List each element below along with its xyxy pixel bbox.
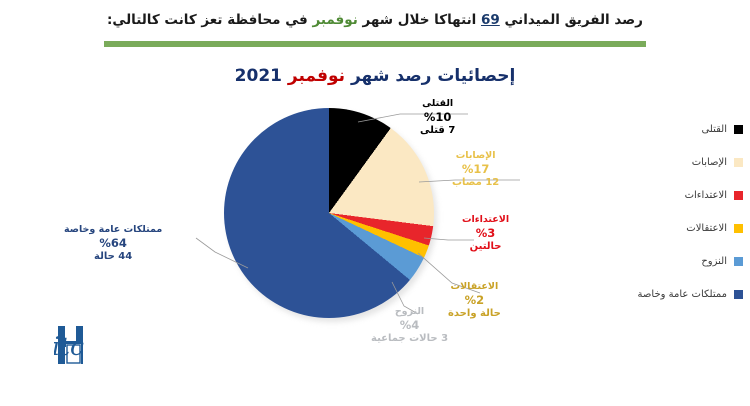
legend-swatch-icon [734,223,743,233]
legend-item[interactable]: الاعتداءات [583,187,743,203]
data-label-attacks-percent: %3 [475,226,496,241]
data-label-killed-percent: %10 [423,110,452,125]
data-label-injuries-name: الإصابات [455,150,496,161]
data-label-arrests-count: حالة واحدة [448,307,501,319]
data-label-properties-name: ممتلكات عامة وخاصة [64,224,163,235]
header-month: نوفمبر [312,12,358,28]
legend-swatch-icon [734,124,743,134]
header-text-before: رصد الفريق الميداني [504,12,643,28]
header-text-mid: انتهاكا خلال شهر [362,12,477,28]
header-band: رصد الفريق الميداني 69 انتهاكا خلال شهر … [0,0,750,52]
legend-item[interactable]: ممتلكات عامة وخاصة [583,286,743,302]
legend-item[interactable]: القتلى [583,121,743,137]
data-label-properties-count: 44 حالة [94,250,133,262]
data-label-arrests: الاعتقالات %2 حالة واحدة [448,281,501,321]
data-label-displaced-percent: %4 [399,318,420,333]
legend-item[interactable]: الاعتقالات [583,220,743,236]
data-label-displaced-count: 3 حالات جماعية [371,332,449,344]
data-label-killed-name: القتلى [422,98,454,109]
svg-text:ritc: ritc [54,332,84,361]
header-divider-rule [104,41,646,47]
data-label-arrests-name: الاعتقالات [450,281,499,292]
data-label-injuries: الإصابات %17 12 مصاب [452,150,499,190]
chart-title-month: نوفمبر [287,66,346,86]
chart-title-year: 2021 [234,66,282,86]
chart-legend: القتلى الإصابات الاعتداءات الاعتقالات النزوح… [583,121,743,319]
data-label-attacks: الاعتداءات %3 حالتين [462,214,509,254]
legend-swatch-icon [734,256,743,266]
data-label-arrests-percent: %2 [464,293,485,308]
pie-chart [224,108,437,322]
legend-item[interactable]: النزوح [583,253,743,269]
chart-title-part1: إحصائيات رصد شهر [350,66,516,86]
data-label-attacks-count: حالتين [469,240,502,252]
data-label-attacks-name: الاعتداءات [462,214,510,225]
legend-item[interactable]: الإصابات [583,154,743,170]
legend-item-label: النزوح [701,255,727,267]
legend-swatch-icon [734,190,743,200]
data-label-displaced: النزوح %4 3 حالات جماعية [371,306,448,346]
data-label-properties: ممتلكات عامة وخاصة %64 44 حالة [64,224,162,264]
data-label-properties-percent: %64 [99,236,127,251]
legend-item-label: القتلى [701,123,727,135]
data-label-displaced-name: النزوح [394,306,425,317]
hritc-logo-mark: ritc [40,326,84,364]
legend-item-label: الإصابات [691,156,727,168]
data-label-killed-count: 7 قتلى [420,124,456,136]
legend-item-label: الاعتقالات [686,222,727,234]
legend-swatch-icon [734,157,743,167]
legend-swatch-icon [734,289,743,299]
data-label-killed: القتلى %10 7 قتلى [420,98,455,138]
legend-item-label: الاعتداءات [684,189,727,201]
legend-item-label: ممتلكات عامة وخاصة [637,288,727,300]
header-text-after: في محافظة تعز كانت كالتالي: [107,12,308,28]
data-label-injuries-percent: %17 [461,162,490,177]
pie-chart-slices[interactable] [224,108,434,318]
header-title: رصد الفريق الميداني 69 انتهاكا خلال شهر … [0,12,750,28]
hritc-logo: ritc [40,322,154,368]
header-violation-count: 69 [480,12,500,28]
chart-title: إحصائيات رصد شهر نوفمبر 2021 [0,66,750,86]
data-label-injuries-count: 12 مصاب [452,176,500,188]
